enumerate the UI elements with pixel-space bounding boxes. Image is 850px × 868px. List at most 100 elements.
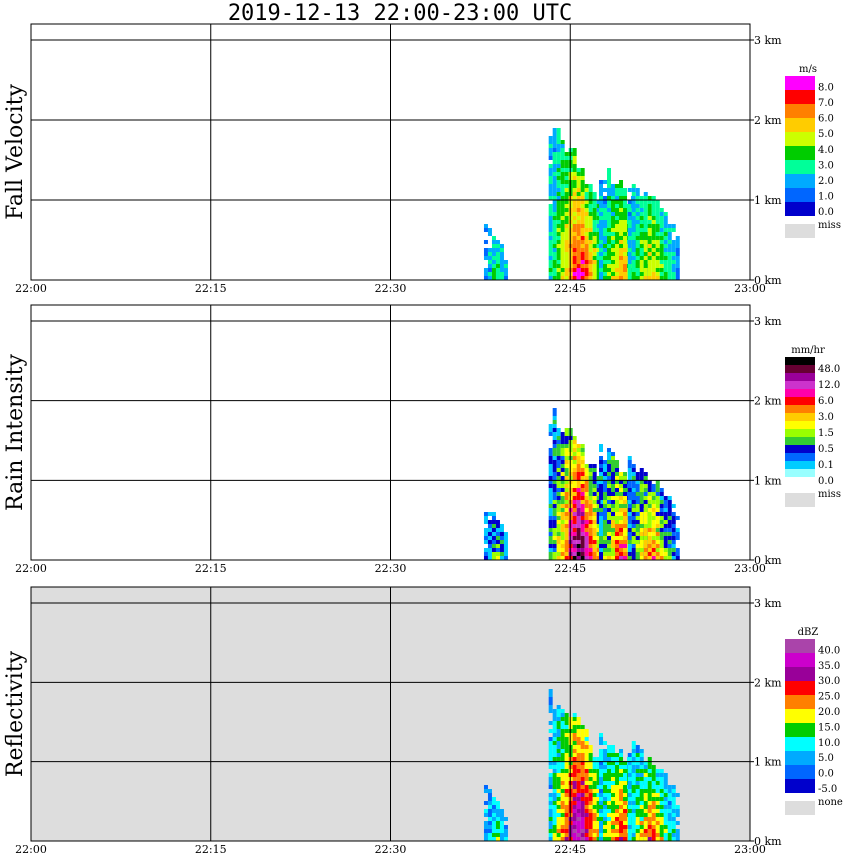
echo-cell <box>643 540 648 544</box>
echo-cell <box>611 272 616 276</box>
echo-cell <box>564 833 569 837</box>
echo-cell <box>483 540 488 544</box>
echo-cell <box>631 268 636 272</box>
echo-cell <box>596 757 601 761</box>
echo-cell <box>556 180 561 184</box>
echo-cell <box>615 773 620 777</box>
echo-cell <box>635 837 640 841</box>
echo-cell <box>623 232 628 236</box>
echo-cell <box>596 232 601 236</box>
echo-cell <box>552 432 557 436</box>
echo-cell <box>552 188 557 192</box>
echo-cell <box>495 528 500 532</box>
echo-cell <box>599 200 604 204</box>
echo-cell <box>635 777 640 781</box>
echo-cell <box>643 264 648 268</box>
echo-cell <box>592 200 597 204</box>
echo-cell <box>619 484 624 488</box>
echo-cell <box>580 536 585 540</box>
echo-cell <box>552 829 557 833</box>
echo-cell <box>552 156 557 160</box>
echo-cell <box>655 540 660 544</box>
echo-cell <box>572 508 577 512</box>
echo-cell <box>572 276 577 280</box>
echo-cell <box>655 805 660 809</box>
echo-cell <box>487 260 492 264</box>
echo-cell <box>556 220 561 224</box>
echo-cell <box>635 833 640 837</box>
echo-cell <box>647 200 652 204</box>
legend-label: 0.0 <box>818 769 834 780</box>
echo-cell <box>675 276 680 280</box>
echo-cell <box>548 152 553 156</box>
echo-cell <box>552 520 557 524</box>
echo-cell <box>603 813 608 817</box>
echo-cell <box>607 833 612 837</box>
echo-cell <box>572 176 577 180</box>
echo-cell <box>667 528 672 532</box>
echo-cell <box>639 761 644 765</box>
echo-cell <box>631 236 636 240</box>
echo-cell <box>655 793 660 797</box>
echo-cell <box>651 248 656 252</box>
echo-cell <box>588 192 593 196</box>
echo-cell <box>556 176 561 180</box>
echo-cell <box>671 813 676 817</box>
echo-cell <box>556 236 561 240</box>
echo-cell <box>675 833 680 837</box>
echo-cell <box>499 532 504 536</box>
echo-cell <box>599 496 604 500</box>
echo-cell <box>647 228 652 232</box>
echo-cell <box>596 276 601 280</box>
echo-cell <box>572 773 577 777</box>
echo-cell <box>655 248 660 252</box>
echo-cell <box>584 188 589 192</box>
echo-cell <box>499 809 504 813</box>
echo-cell <box>556 520 561 524</box>
echo-cell <box>671 272 676 276</box>
echo-cell <box>647 260 652 264</box>
echo-cell <box>655 516 660 520</box>
echo-cell <box>643 228 648 232</box>
echo-cell <box>499 817 504 821</box>
echo-cell <box>572 472 577 476</box>
echo-cell <box>580 837 585 841</box>
echo-cell <box>603 516 608 520</box>
echo-cell <box>603 232 608 236</box>
echo-cell <box>576 212 581 216</box>
echo-cell <box>548 793 553 797</box>
echo-cell <box>599 220 604 224</box>
echo-cell <box>607 504 612 508</box>
echo-cell <box>564 184 569 188</box>
echo-cell <box>580 492 585 496</box>
echo-cell <box>596 484 601 488</box>
echo-cell <box>491 236 496 240</box>
echo-cell <box>548 480 553 484</box>
echo-cell <box>576 765 581 769</box>
echo-cell <box>663 224 668 228</box>
echo-cell <box>647 496 652 500</box>
echo-cell <box>584 492 589 496</box>
echo-cell <box>667 536 672 540</box>
echo-cell <box>651 520 656 524</box>
echo-cell <box>639 777 644 781</box>
echo-cell <box>580 829 585 833</box>
echo-cell <box>596 500 601 504</box>
echo-cell <box>588 528 593 532</box>
echo-cell <box>655 232 660 236</box>
echo-cell <box>635 208 640 212</box>
echo-cell <box>607 821 612 825</box>
echo-cell <box>560 544 565 548</box>
echo-cell <box>588 552 593 556</box>
echo-cell <box>580 448 585 452</box>
echo-cell <box>639 208 644 212</box>
echo-cell <box>663 232 668 236</box>
echo-cell <box>576 540 581 544</box>
echo-cell <box>599 733 604 737</box>
echo-cell <box>603 793 608 797</box>
echo-cell <box>639 204 644 208</box>
echo-cell <box>548 532 553 536</box>
echo-cell <box>584 496 589 500</box>
echo-cell <box>560 801 565 805</box>
echo-cell <box>599 228 604 232</box>
